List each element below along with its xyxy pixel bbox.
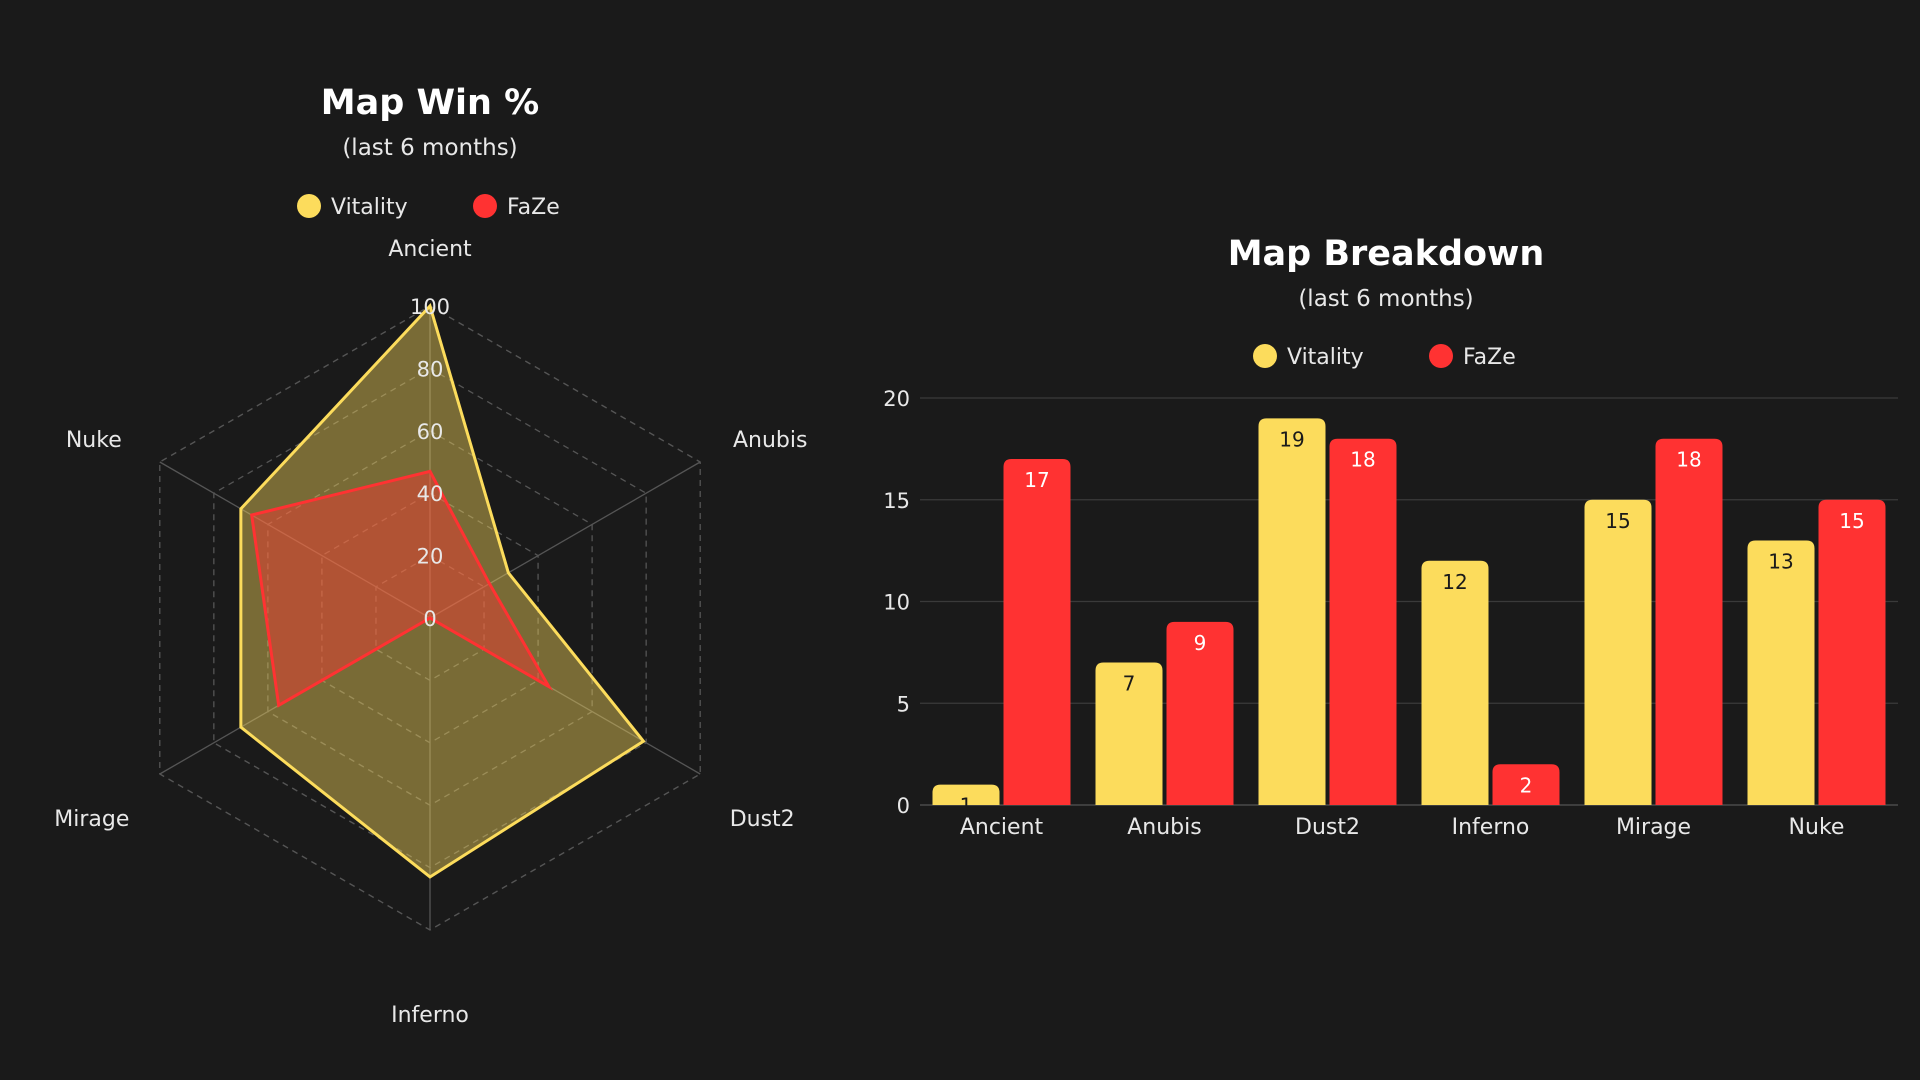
bar-bars: 1 17 7 9 19 18 12 2 15 18 13 15 — [932, 418, 1886, 818]
bar-label-vitality-nuke: 13 — [1768, 549, 1793, 573]
bar-vitality-mirage — [1584, 499, 1652, 805]
legend-item-faze[interactable]: FaZe — [1429, 344, 1516, 370]
bar-grid — [920, 397, 1898, 806]
radar-tick-20: 20 — [417, 545, 444, 569]
legend-swatch-vitality — [1253, 344, 1277, 368]
bar-y-tick-0: 0 — [897, 794, 910, 818]
legend-swatch-faze — [1429, 344, 1453, 368]
bar-faze-inferno — [1492, 764, 1560, 805]
legend-item-vitality[interactable]: Vitality — [1253, 344, 1364, 370]
bar-label-faze-inferno: 2 — [1520, 773, 1533, 797]
radar-title: Map Win % — [321, 83, 539, 123]
radar-axis-label-ancient: Ancient — [388, 237, 472, 262]
legend-item-vitality[interactable]: Vitality — [297, 194, 408, 220]
bar-subtitle: (last 6 months) — [1298, 286, 1473, 312]
bar-vitality-dust2 — [1258, 418, 1326, 805]
bar-label-faze-dust2: 18 — [1350, 448, 1375, 472]
radar-axis-label-nuke: Nuke — [66, 428, 122, 453]
legend-item-faze[interactable]: FaZe — [473, 194, 560, 220]
bar-vitality-nuke — [1747, 540, 1815, 805]
radar-tick-100: 100 — [410, 295, 450, 319]
radar-axis-label-dust2: Dust2 — [730, 807, 795, 832]
bar-x-tick-anubis: Anubis — [1127, 815, 1201, 840]
radar-spoke-nuke — [159, 461, 431, 619]
radar-series-faze — [249, 469, 553, 708]
bar-label-vitality-ancient: 1 — [960, 794, 973, 818]
bar-label-faze-anubis: 9 — [1194, 631, 1207, 655]
radar-series-vitality — [239, 303, 646, 879]
bar-vitality-inferno — [1421, 560, 1489, 805]
radar-series — [239, 303, 646, 879]
bar-faze-anubis — [1166, 621, 1234, 805]
bar-y-tick-20: 20 — [883, 387, 910, 411]
bar-x-tick-mirage: Mirage — [1616, 815, 1691, 840]
bar-faze-mirage — [1655, 438, 1723, 805]
radar-tick-60: 60 — [417, 420, 444, 444]
radar-tick-labels: 0 20 40 60 80 100 — [410, 295, 450, 631]
radar-axis-labels: Ancient Anubis Dust2 Inferno Mirage Nuke — [54, 237, 807, 1028]
bar-x-tick-inferno: Inferno — [1452, 815, 1530, 840]
bar-faze-ancient — [1003, 459, 1071, 805]
bar-label-vitality-mirage: 15 — [1605, 509, 1630, 533]
legend-swatch-vitality — [297, 194, 321, 218]
legend-label-vitality: Vitality — [1287, 345, 1364, 370]
radar-axis-label-mirage: Mirage — [54, 807, 129, 832]
bar-y-tick-5: 5 — [897, 692, 910, 716]
bar-label-vitality-dust2: 19 — [1279, 427, 1304, 451]
bar-vitality-ancient — [932, 784, 1000, 805]
radar-chart: Map Win % (last 6 months) Vitality FaZe 0… — [54, 83, 807, 1028]
bar-label-faze-ancient: 17 — [1024, 468, 1049, 492]
bar-x-tick-labels: Ancient Anubis Dust2 Inferno Mirage Nuke — [960, 815, 1845, 840]
legend-label-vitality: Vitality — [331, 195, 408, 220]
legend-swatch-faze — [473, 194, 497, 218]
radar-axis-label-inferno: Inferno — [391, 1003, 469, 1028]
bar-y-tick-10: 10 — [883, 591, 910, 615]
bar-y-tick-15: 15 — [883, 489, 910, 513]
bar-legend: Vitality FaZe — [1253, 344, 1516, 370]
legend-label-faze: FaZe — [1463, 345, 1516, 370]
bar-title: Map Breakdown — [1228, 234, 1545, 274]
radar-spoke-anubis — [429, 461, 701, 619]
bar-label-vitality-inferno: 12 — [1442, 570, 1467, 594]
legend-label-faze: FaZe — [507, 195, 560, 220]
bar-vitality-anubis — [1095, 662, 1163, 805]
bar-x-tick-nuke: Nuke — [1789, 815, 1845, 840]
bar-faze-dust2 — [1329, 438, 1397, 805]
bar-chart: Map Breakdown (last 6 months) Vitality Fa… — [883, 234, 1898, 840]
radar-tick-40: 40 — [417, 482, 444, 506]
bar-faze-nuke — [1818, 499, 1886, 805]
radar-legend: Vitality FaZe — [297, 194, 560, 220]
radar-tick-0: 0 — [423, 607, 436, 631]
radar-subtitle: (last 6 months) — [342, 135, 517, 161]
bar-x-tick-ancient: Ancient — [960, 815, 1044, 840]
radar-axis-label-anubis: Anubis — [733, 428, 807, 453]
radar-tick-80: 80 — [417, 357, 444, 381]
bar-label-faze-mirage: 18 — [1676, 448, 1701, 472]
bar-x-tick-dust2: Dust2 — [1295, 815, 1360, 840]
bar-label-vitality-anubis: 7 — [1123, 672, 1136, 696]
bar-y-tick-labels: 0 5 10 15 20 — [883, 387, 910, 818]
bar-label-faze-nuke: 15 — [1839, 509, 1864, 533]
